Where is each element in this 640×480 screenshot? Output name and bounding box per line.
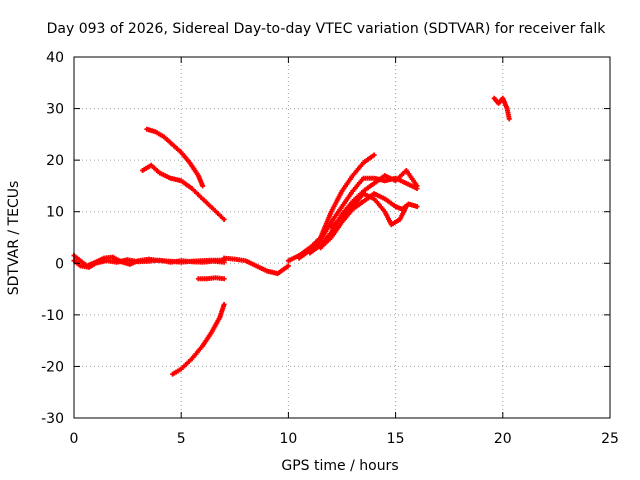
- axis-ticks: 0 5 10 15 20 25 -30 -20 -10 0 10 20 30 40: [41, 50, 619, 447]
- data-series-arc-dip: [221, 255, 291, 277]
- data-point: [285, 263, 291, 269]
- data-point: [221, 302, 227, 308]
- data-series-arc-descending-high: [144, 126, 206, 189]
- y-axis-label: SDTVAR / TECUs: [6, 181, 22, 296]
- y-tick-label: -30: [41, 411, 64, 427]
- data-point: [221, 216, 227, 222]
- y-tick-label: 0: [55, 256, 64, 272]
- x-tick-label: 5: [177, 431, 186, 447]
- data-series-arc-late: [491, 95, 512, 122]
- y-tick-label: -10: [41, 308, 64, 324]
- plot-frame: [73, 56, 611, 419]
- data-point: [414, 183, 420, 189]
- data-point: [403, 204, 409, 210]
- data-point: [414, 204, 420, 210]
- x-tick-label: 25: [601, 431, 619, 447]
- y-tick-label: 30: [46, 102, 64, 118]
- data-point: [200, 183, 206, 189]
- y-tick-label: 20: [46, 153, 64, 169]
- data-series-arc-baseline-2: [71, 257, 227, 270]
- data-series-arc-rise-e: [328, 191, 409, 230]
- y-tick-label: 40: [46, 50, 64, 66]
- data-series-arc-rise-a: [285, 152, 377, 264]
- data-point: [371, 152, 377, 158]
- y-tick-label: -20: [41, 359, 64, 375]
- x-tick-label: 10: [279, 431, 297, 447]
- x-tick-label: 0: [70, 431, 79, 447]
- data-series-arc-short-negative: [195, 275, 227, 282]
- data-series-arc-rising-low: [170, 302, 227, 377]
- x-tick-label: 15: [387, 431, 405, 447]
- chart-title: Day 093 of 2026, Sidereal Day-to-day VTE…: [47, 21, 607, 37]
- data-point: [506, 116, 512, 122]
- y-tick-label: 10: [46, 205, 64, 221]
- x-axis-label: GPS time / hours: [281, 458, 398, 474]
- data-series-arc-descending-mid: [140, 162, 227, 222]
- data-point: [221, 276, 227, 282]
- x-tick-label: 20: [494, 431, 512, 447]
- data-series: [71, 95, 512, 377]
- grid-lines: [74, 57, 610, 418]
